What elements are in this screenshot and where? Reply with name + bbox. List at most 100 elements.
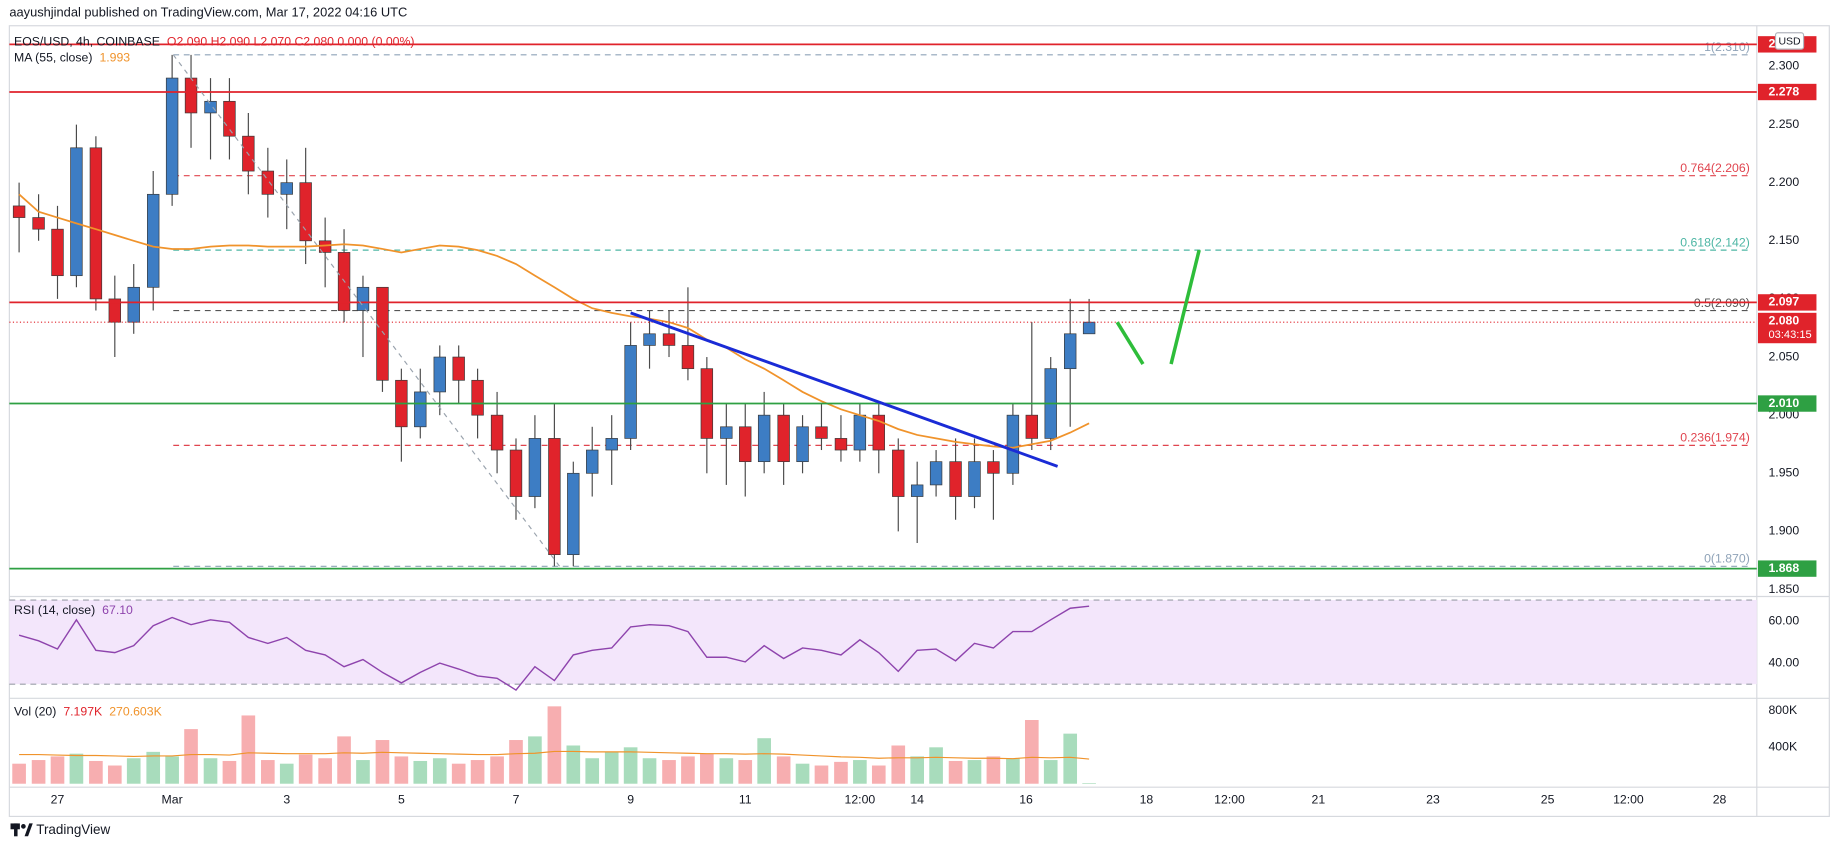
publisher: aayushjindal published on TradingView.co…: [9, 4, 407, 19]
volume-bar: [107, 765, 122, 784]
last-price-tag: [1757, 312, 1817, 344]
volume-bar: [547, 706, 562, 784]
rsi-value: 67.10: [102, 603, 133, 617]
candle-body: [567, 472, 580, 556]
candle-body: [949, 461, 962, 497]
volume-bar: [69, 753, 84, 784]
volume-bar: [222, 760, 237, 784]
x-tick-label: 28: [1713, 792, 1727, 806]
last-price-label: 2.080: [1769, 313, 1800, 327]
tv-logo: [10, 823, 33, 837]
volume-bar: [986, 756, 1001, 784]
volume-bar: [203, 758, 218, 784]
candle-body: [89, 147, 103, 300]
candle-body: [433, 356, 446, 393]
y-tick-label: 1.900: [1769, 524, 1800, 538]
x-tick-label: 7: [513, 792, 520, 806]
volume-bar: [681, 756, 695, 784]
candle-body: [165, 77, 179, 195]
volume-bar: [432, 758, 447, 784]
y-tick-label: 2.150: [1769, 233, 1800, 247]
x-tick-label: 18: [1140, 792, 1154, 806]
candle-body: [261, 170, 275, 195]
volume-bar: [31, 760, 46, 784]
volume-bar: [834, 761, 848, 784]
volume-bar: [451, 763, 466, 784]
level-tag: [1757, 294, 1817, 311]
volume-bar: [528, 736, 542, 784]
volume-bar: [642, 758, 657, 784]
candle-body: [987, 461, 1000, 474]
volume-bar: [566, 745, 581, 784]
candle-body: [127, 286, 140, 323]
plot: 1(2.310)0.764(2.206)0.618(2.142)0.5(2.09…: [9, 36, 1817, 806]
volume-bar: [1063, 733, 1078, 784]
x-tick-label: 12:00: [1613, 792, 1644, 806]
volume-bar: [1006, 758, 1020, 784]
volume-bar: [948, 760, 963, 784]
level-tag-label: 2.010: [1769, 396, 1800, 410]
volume-bar: [318, 758, 332, 784]
volume-bar: [470, 760, 485, 784]
volume-bar: [910, 756, 925, 784]
level-tag: [1757, 83, 1817, 101]
candle-body: [70, 147, 83, 277]
candle-body: [356, 286, 370, 311]
x-tick-label: 27: [51, 792, 65, 806]
volume-bar: [394, 756, 409, 784]
y-tick-label: 40.00: [1769, 655, 1800, 669]
volume-bar: [795, 763, 810, 784]
candle-body: [471, 379, 484, 416]
volume-bar: [871, 765, 886, 784]
x-tick-label: 3: [283, 792, 290, 806]
volume-bar: [623, 747, 638, 784]
candle-body: [834, 438, 848, 451]
volume-bar: [337, 736, 351, 784]
volume-bar: [929, 747, 943, 784]
volume-bar: [184, 729, 198, 784]
ma-legend: MA (55, close): [14, 51, 92, 65]
volume-bar: [814, 765, 829, 784]
candle-body: [280, 182, 293, 195]
drawing-line: [1115, 321, 1145, 365]
volume-bar: [490, 756, 504, 784]
volume-bar: [891, 745, 906, 784]
volume-bar: [146, 751, 161, 784]
candle-body: [853, 414, 867, 451]
candle-body: [490, 414, 504, 451]
y-tick-label: 1.850: [1769, 582, 1800, 596]
candle-body: [777, 414, 790, 463]
volume-bar: [585, 758, 600, 784]
rsi-legend: RSI (14, close): [14, 603, 95, 617]
rsi-line: [18, 605, 1090, 691]
drawing-line: [630, 311, 1059, 468]
candle-body: [720, 426, 733, 439]
x-tick-label: 12:00: [1214, 792, 1245, 806]
candle-body: [872, 414, 885, 451]
x-tick-label: Mar: [162, 792, 183, 806]
volume-bar: [50, 756, 65, 784]
volume-bar: [1043, 760, 1058, 784]
volume-bar: [1082, 783, 1096, 784]
chart-frame: [8, 25, 1830, 817]
volume-bar: [853, 760, 867, 784]
volume-bar: [604, 751, 619, 784]
x-tick-label: 16: [1019, 792, 1033, 806]
candle-body: [605, 438, 618, 451]
x-tick-label: 9: [627, 792, 634, 806]
y-tick-label: 60.00: [1769, 613, 1800, 627]
candle-body: [51, 228, 64, 277]
x-tick-label: 14: [910, 792, 924, 806]
volume-bar: [719, 758, 734, 784]
ohlc-legend: O2.090 H2.090 L2.070 C2.080 0.000 (0.00%…: [167, 34, 415, 48]
candle-body: [757, 414, 771, 463]
candle-body: [1082, 321, 1096, 335]
candle-body: [796, 426, 809, 463]
volume-bar: [165, 756, 179, 784]
volume-bar: [738, 760, 753, 784]
candle-body: [892, 449, 905, 497]
x-tick-label: 21: [1312, 792, 1326, 806]
y-tick-label: 2.250: [1769, 117, 1800, 131]
drawing-line: [1169, 249, 1201, 365]
